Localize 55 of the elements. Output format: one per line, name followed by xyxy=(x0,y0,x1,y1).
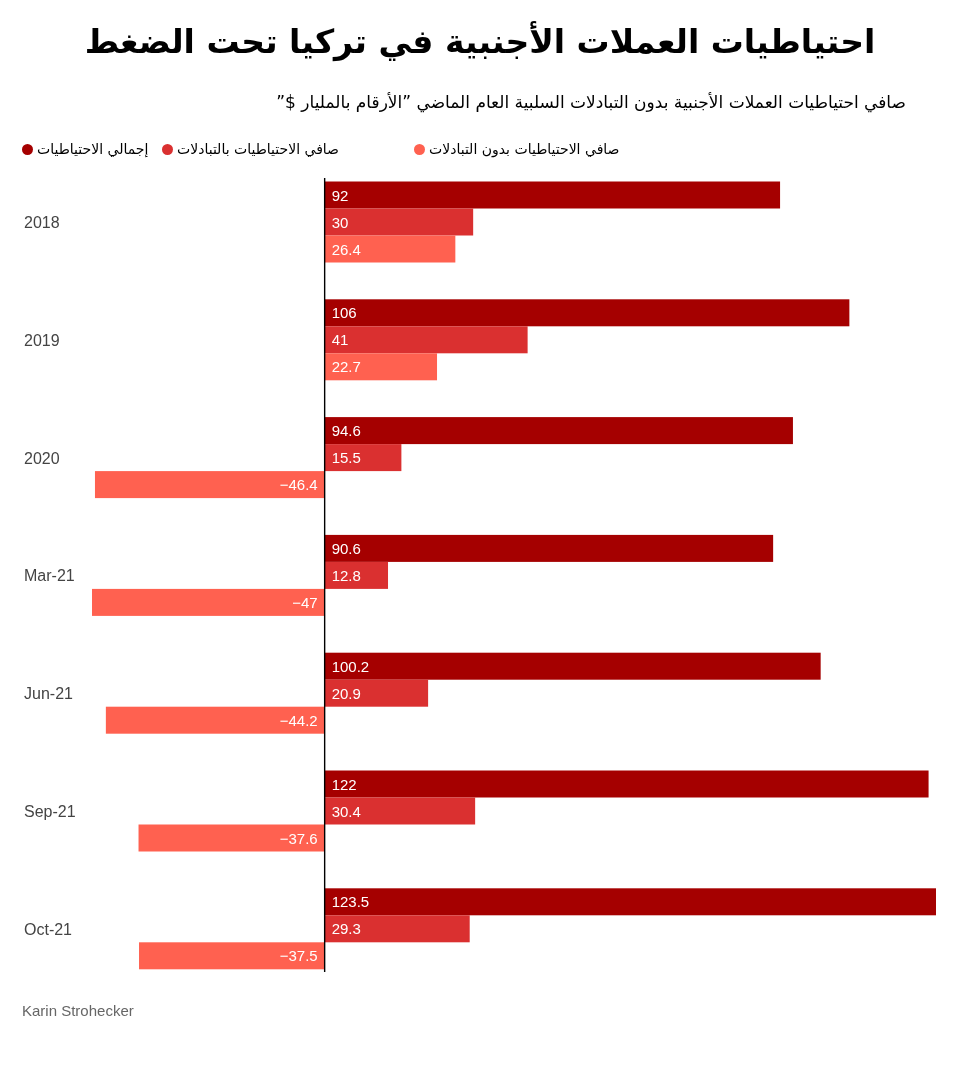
legend-label: صافي الاحتياطيات بالتبادلات xyxy=(177,141,340,157)
data-label: 106 xyxy=(331,304,357,322)
chart-subtitle: صافي احتياطيات العملات الأجنبية بدون التبادلات السلبية العام الماضي ”الأرقام بالمليار $” xyxy=(276,92,906,112)
bar xyxy=(138,824,325,852)
bar xyxy=(324,326,528,354)
data-label: 122 xyxy=(331,775,357,793)
data-label: 30 xyxy=(331,213,349,231)
bar xyxy=(324,770,929,798)
chart-title: احتياطيات العملات الأجنبية في تركيا تحت الضغط xyxy=(83,22,877,61)
data-label: −47 xyxy=(292,593,318,611)
y-tick-label: 2020 xyxy=(24,449,60,467)
data-label: 90.6 xyxy=(331,539,361,557)
legend-label: صافي الاحتياطيات بدون التبادلات xyxy=(429,141,620,157)
data-label: −37.6 xyxy=(279,829,318,847)
y-tick-label: 2018 xyxy=(24,214,60,231)
bar xyxy=(324,353,438,381)
data-label: 94.6 xyxy=(331,422,361,440)
data-label: 26.4 xyxy=(331,240,361,258)
data-label: 41 xyxy=(331,331,349,349)
bar xyxy=(324,235,456,263)
bar xyxy=(324,561,389,589)
data-label: 29.3 xyxy=(331,920,361,938)
bar xyxy=(324,915,470,943)
data-label: 15.5 xyxy=(331,449,361,467)
data-label: −37.5 xyxy=(279,947,318,965)
y-tick-label: Jun-21 xyxy=(24,685,74,703)
legend-label: إجمالي الاحتياطيات xyxy=(37,141,149,157)
bar xyxy=(324,679,429,707)
data-label: −46.4 xyxy=(279,476,318,494)
bar xyxy=(139,942,325,970)
data-label: 92 xyxy=(331,186,349,204)
bar xyxy=(324,417,793,445)
bar xyxy=(324,652,821,680)
data-label: 100.2 xyxy=(331,657,370,675)
y-tick-label: Oct-21 xyxy=(24,920,73,938)
data-label: 30.4 xyxy=(331,802,361,820)
bar xyxy=(324,444,402,472)
y-tick-label: 2019 xyxy=(24,331,60,349)
data-label: −44.2 xyxy=(279,711,318,729)
bar xyxy=(92,588,325,616)
data-label: 12.8 xyxy=(331,566,361,584)
bar xyxy=(324,208,474,236)
y-tick-label: Mar-21 xyxy=(24,567,75,585)
bar xyxy=(324,534,774,562)
bar xyxy=(94,471,325,499)
bar xyxy=(105,706,325,734)
bar xyxy=(324,797,476,825)
data-label: 123.5 xyxy=(331,893,370,911)
data-label: 20.9 xyxy=(331,684,361,702)
bar xyxy=(324,888,936,916)
y-tick-label: Sep-21 xyxy=(24,803,76,820)
bar xyxy=(324,299,850,327)
data-label: 22.7 xyxy=(331,358,361,376)
bar xyxy=(324,181,781,209)
text: Karin Strohecker xyxy=(22,1002,134,1019)
